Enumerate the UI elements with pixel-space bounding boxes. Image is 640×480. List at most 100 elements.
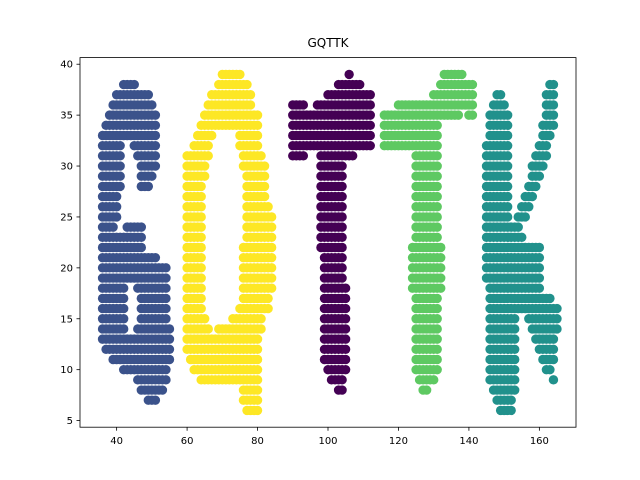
data-point: [129, 79, 139, 90]
data-point: [432, 171, 442, 181]
data-point: [337, 171, 347, 181]
letter-q-1-series: [182, 69, 277, 416]
data-point: [552, 314, 562, 324]
data-point: [432, 324, 442, 334]
data-point: [510, 354, 520, 365]
data-point: [157, 385, 168, 395]
data-point: [520, 212, 530, 222]
data-point: [115, 161, 125, 171]
data-point: [196, 212, 206, 222]
x-tick-label: 160: [530, 436, 549, 447]
letter-t-2-series: [288, 69, 375, 395]
data-point: [136, 232, 146, 243]
data-point: [263, 202, 273, 212]
data-point: [203, 324, 213, 334]
data-point: [337, 181, 347, 192]
data-point: [502, 151, 513, 161]
data-point: [252, 385, 263, 395]
y-tick-label: 5: [67, 416, 73, 427]
data-point: [161, 364, 171, 375]
data-point: [467, 100, 478, 110]
data-point: [196, 303, 206, 314]
data-point: [436, 242, 446, 253]
data-point: [161, 273, 171, 283]
data-point: [266, 252, 277, 263]
data-point: [436, 263, 446, 273]
data-point: [510, 385, 520, 395]
data-point: [256, 314, 266, 324]
data-point: [118, 303, 129, 314]
data-point: [111, 202, 122, 212]
data-point: [150, 140, 161, 151]
data-point: [502, 212, 513, 222]
data-point: [432, 314, 442, 324]
data-point: [196, 242, 206, 253]
data-point: [510, 334, 520, 344]
data-point: [432, 140, 442, 151]
data-point: [428, 375, 439, 385]
x-tick-label: 140: [459, 436, 478, 447]
y-tick-label: 30: [60, 162, 73, 173]
data-points: [97, 69, 562, 416]
data-point: [432, 364, 442, 375]
data-point: [531, 181, 541, 192]
data-point: [340, 364, 351, 375]
data-point: [365, 100, 375, 110]
data-point: [252, 120, 263, 131]
data-point: [548, 344, 559, 355]
data-point: [115, 181, 125, 192]
data-point: [196, 293, 206, 304]
data-point: [252, 375, 263, 385]
data-point: [340, 283, 351, 293]
data-point: [118, 314, 129, 324]
data-point: [337, 273, 347, 283]
chart-title: GQTTK: [307, 36, 349, 50]
data-point: [150, 120, 161, 131]
data-point: [502, 181, 513, 192]
y-tick-label: 25: [60, 212, 73, 223]
data-point: [161, 263, 171, 273]
data-point: [502, 120, 513, 131]
data-point: [337, 375, 347, 385]
data-point: [340, 334, 351, 344]
data-point: [502, 130, 513, 141]
data-point: [527, 191, 538, 202]
data-point: [203, 151, 213, 161]
data-point: [545, 130, 555, 141]
data-point: [118, 324, 129, 334]
data-point: [541, 151, 552, 161]
data-point: [340, 324, 351, 334]
data-point: [432, 181, 442, 192]
y-tick-label: 20: [60, 263, 73, 274]
data-point: [266, 273, 277, 283]
data-point: [517, 232, 527, 243]
data-point: [506, 395, 516, 405]
y-axis-ticks: 5 10 15 20 25 30 35 40: [60, 60, 80, 427]
data-point: [111, 212, 122, 222]
data-point: [510, 324, 520, 334]
data-point: [256, 324, 266, 334]
data-point: [534, 242, 545, 253]
data-point: [502, 161, 513, 171]
data-point: [534, 171, 545, 181]
data-point: [196, 191, 206, 202]
data-point: [150, 151, 161, 161]
data-point: [242, 79, 252, 90]
data-point: [196, 222, 206, 232]
data-point: [365, 140, 375, 151]
data-point: [259, 181, 270, 192]
data-point: [150, 110, 161, 120]
data-point: [337, 222, 347, 232]
data-point: [252, 395, 263, 405]
data-point: [196, 283, 206, 293]
data-point: [252, 334, 263, 344]
data-point: [340, 303, 351, 314]
data-point: [252, 405, 263, 416]
data-point: [266, 222, 277, 232]
data-point: [548, 120, 559, 131]
data-point: [161, 314, 171, 324]
data-point: [111, 191, 122, 202]
data-point: [337, 252, 347, 263]
data-point: [259, 161, 270, 171]
x-tick-label: 80: [251, 436, 264, 447]
